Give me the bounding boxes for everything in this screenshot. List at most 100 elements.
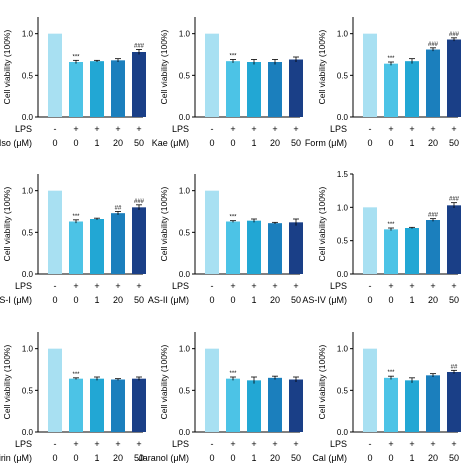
- y-axis-label: Cell viability (100%): [317, 30, 327, 105]
- bar: [48, 348, 62, 432]
- compound-label: Form (μM): [305, 138, 347, 148]
- lps-sign: +: [251, 124, 256, 134]
- dose-tick-label: 20: [113, 295, 123, 305]
- significance-label: ###: [134, 199, 145, 205]
- significance-label: ***: [387, 370, 395, 376]
- bar: [132, 207, 146, 274]
- bar: [247, 380, 261, 432]
- lps-sign: +: [73, 439, 78, 449]
- bar: [289, 379, 303, 432]
- lps-sign: +: [293, 281, 298, 291]
- bar: [69, 221, 83, 274]
- dose-tick-label: 0: [367, 453, 372, 463]
- lps-sign: -: [54, 281, 57, 291]
- y-tick-label: 1.0: [22, 345, 34, 354]
- bar: [48, 190, 62, 274]
- significance-label: ###: [134, 44, 145, 50]
- dose-tick-label: 0: [52, 453, 57, 463]
- lps-sign: +: [293, 439, 298, 449]
- bar: [447, 372, 461, 432]
- lps-sign: +: [230, 124, 235, 134]
- dose-tick-label: 1: [94, 453, 99, 463]
- y-axis-label: Cell viability (100%): [2, 345, 12, 420]
- lps-sign: +: [409, 281, 414, 291]
- bar: [205, 33, 219, 117]
- dose-tick-label: 0: [209, 138, 214, 148]
- y-tick-label: 0.5: [179, 386, 191, 395]
- panel-7: Cell viability (100%) 0.0 0.5 1.0 - 0 *** +0 +1 +…: [0, 332, 146, 463]
- lps-sign: +: [272, 124, 277, 134]
- dose-tick-label: 1: [409, 295, 414, 305]
- compound-label: AS-IV (μM): [302, 295, 347, 305]
- significance-label: ###: [449, 197, 460, 203]
- bar: [111, 379, 125, 432]
- dose-tick-label: 1: [94, 138, 99, 148]
- y-tick-label: 0.0: [337, 270, 349, 279]
- significance-label: ***: [72, 214, 80, 220]
- lps-sign: +: [388, 124, 393, 134]
- dose-tick-label: 50: [449, 295, 459, 305]
- bar: [268, 377, 282, 432]
- lps-label: LPS: [172, 281, 189, 291]
- dose-tick-label: 0: [209, 453, 214, 463]
- y-axis-label: Cell viability (100%): [2, 30, 12, 105]
- lps-label: LPS: [330, 439, 347, 449]
- bar: [405, 228, 419, 274]
- lps-sign: +: [272, 439, 277, 449]
- panel-6: Cell viability (100%) 0.0 0.5 1.0 1.5 - 0 *** +0…: [302, 170, 461, 305]
- bar: [363, 207, 377, 274]
- lps-label: LPS: [330, 124, 347, 134]
- y-tick-label: 1.0: [337, 345, 349, 354]
- y-axis-label: Cell viability (100%): [317, 345, 327, 420]
- bar: [90, 219, 104, 274]
- bar: [405, 61, 419, 117]
- lps-sign: +: [451, 124, 456, 134]
- dose-tick-label: 1: [409, 453, 414, 463]
- dose-tick-label: 1: [409, 138, 414, 148]
- lps-sign: +: [388, 281, 393, 291]
- bar: [426, 220, 440, 274]
- bar: [111, 213, 125, 274]
- dose-tick-label: 0: [73, 295, 78, 305]
- lps-label: LPS: [172, 439, 189, 449]
- bar: [363, 348, 377, 432]
- dose-tick-label: 50: [291, 138, 301, 148]
- dose-tick-label: 50: [134, 453, 144, 463]
- y-tick-label: 1.0: [337, 203, 349, 212]
- bar: [268, 62, 282, 117]
- bar: [447, 205, 461, 274]
- bar: [69, 62, 83, 117]
- y-tick-label: 0.0: [337, 113, 349, 122]
- bar: [268, 223, 282, 274]
- bar: [426, 49, 440, 117]
- y-tick-label: 0.5: [337, 386, 349, 395]
- lps-sign: +: [251, 439, 256, 449]
- bar: [90, 61, 104, 117]
- y-axis-label: Cell viability (100%): [159, 345, 169, 420]
- dose-tick-label: 0: [73, 453, 78, 463]
- lps-sign: +: [136, 281, 141, 291]
- dose-tick-label: 0: [230, 138, 235, 148]
- y-tick-label: 0.0: [179, 428, 191, 437]
- lps-sign: +: [94, 281, 99, 291]
- bar: [48, 33, 62, 117]
- dose-tick-label: 50: [134, 295, 144, 305]
- significance-label: ###: [428, 42, 439, 48]
- dose-tick-label: 50: [449, 138, 459, 148]
- y-tick-label: 0.5: [337, 237, 349, 246]
- significance-label: ***: [387, 56, 395, 62]
- dose-tick-label: 0: [388, 453, 393, 463]
- significance-label: ***: [72, 54, 80, 60]
- lps-sign: +: [73, 281, 78, 291]
- bar: [132, 378, 146, 432]
- compound-label: AS-II (μM): [148, 295, 189, 305]
- y-tick-label: 0.5: [179, 228, 191, 237]
- lps-sign: +: [115, 439, 120, 449]
- dose-tick-label: 1: [251, 138, 256, 148]
- lps-sign: -: [54, 439, 57, 449]
- lps-sign: +: [230, 439, 235, 449]
- dose-tick-label: 0: [230, 453, 235, 463]
- bar: [226, 221, 240, 274]
- y-axis-label: Cell viability (100%): [317, 187, 327, 262]
- significance-label: ***: [229, 371, 237, 377]
